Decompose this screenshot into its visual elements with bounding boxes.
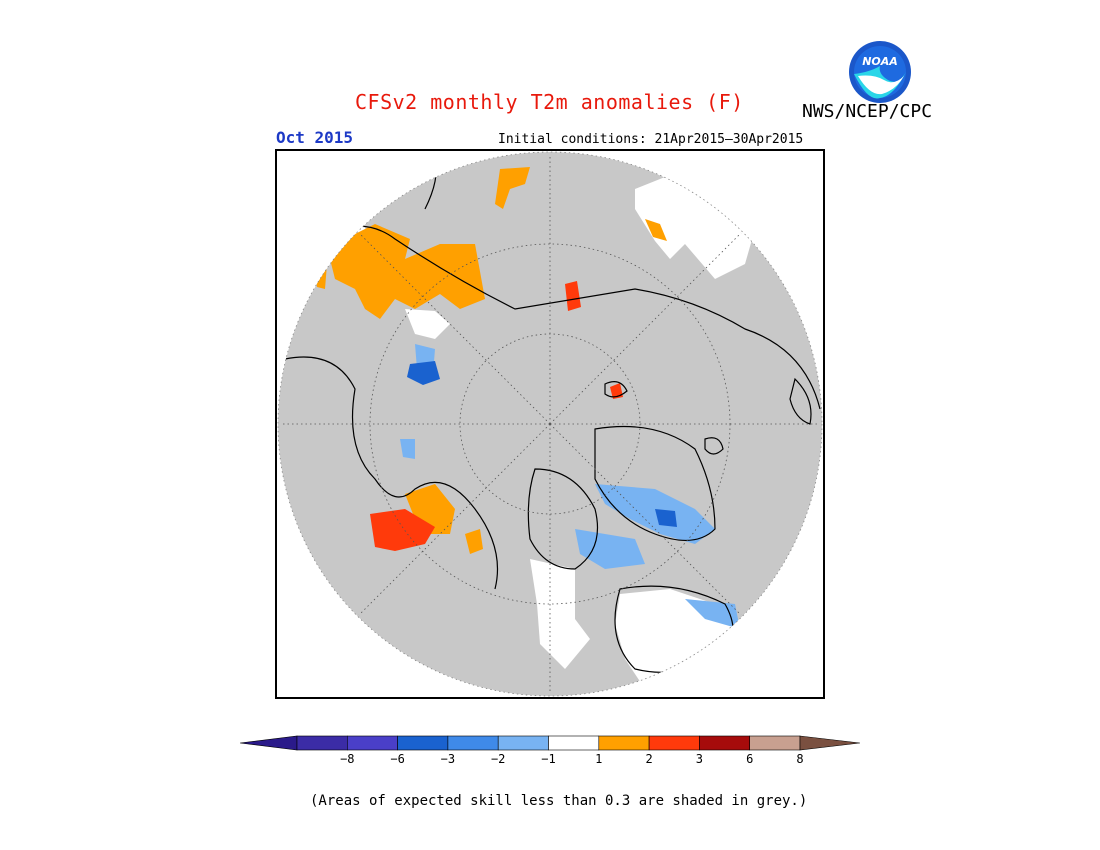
colorbar-bin: [497, 735, 549, 751]
colorbar-bin: [447, 735, 499, 751]
map-edge: [277, 151, 823, 697]
strong-cool-regions: [407, 361, 677, 527]
colorbar-tick-label: 3: [695, 752, 704, 766]
colorbar-tick-label: −6: [390, 752, 405, 766]
colorbar-bin: [347, 735, 398, 751]
colorbar-tick-label: −8: [340, 752, 355, 766]
svg-text:NOAA: NOAA: [862, 55, 898, 68]
graticule: [280, 154, 820, 694]
colorbar-bin: [397, 735, 449, 751]
colorbar-bin: [749, 735, 801, 751]
strong-warm-regions: [370, 281, 623, 551]
colorbar-bin: [699, 735, 750, 751]
skill-footnote: (Areas of expected skill less than 0.3 a…: [310, 793, 808, 809]
colorbar-tick-label: −1: [541, 752, 556, 766]
colorbar-tick-label: −3: [440, 752, 456, 766]
colorbar-bin: [598, 735, 650, 751]
colorbar-arrow-low: [240, 735, 298, 751]
colorbar-bin: [648, 735, 700, 751]
colorbar-bin: [296, 735, 348, 751]
agency-label: NWS/NCEP/CPC: [802, 101, 933, 122]
coastlines: [284, 158, 821, 673]
colorbar-arrow-high: [799, 735, 860, 751]
valid-month-label: Oct 2015: [276, 128, 354, 147]
colorbar-tick-label: −2: [490, 752, 506, 766]
map-frame: [275, 149, 825, 699]
cool-anomaly-regions: [400, 344, 740, 629]
initial-conditions-label: Initial conditions: 21Apr2015–30Apr2015: [498, 132, 804, 147]
colorbar-tick-label: 1: [595, 752, 603, 766]
colorbar-tick-label: 8: [796, 752, 804, 766]
colorbar-tick-label: 6: [746, 752, 754, 766]
colorbar-tick-label: 2: [645, 752, 653, 766]
colorbar-bin: [548, 735, 600, 751]
map-title: CFSv2 monthly T2m anomalies (F): [355, 90, 744, 114]
noaa-logo-icon: NOAA: [849, 41, 911, 103]
anomaly-map: [275, 149, 825, 699]
colorbar: [240, 735, 860, 751]
